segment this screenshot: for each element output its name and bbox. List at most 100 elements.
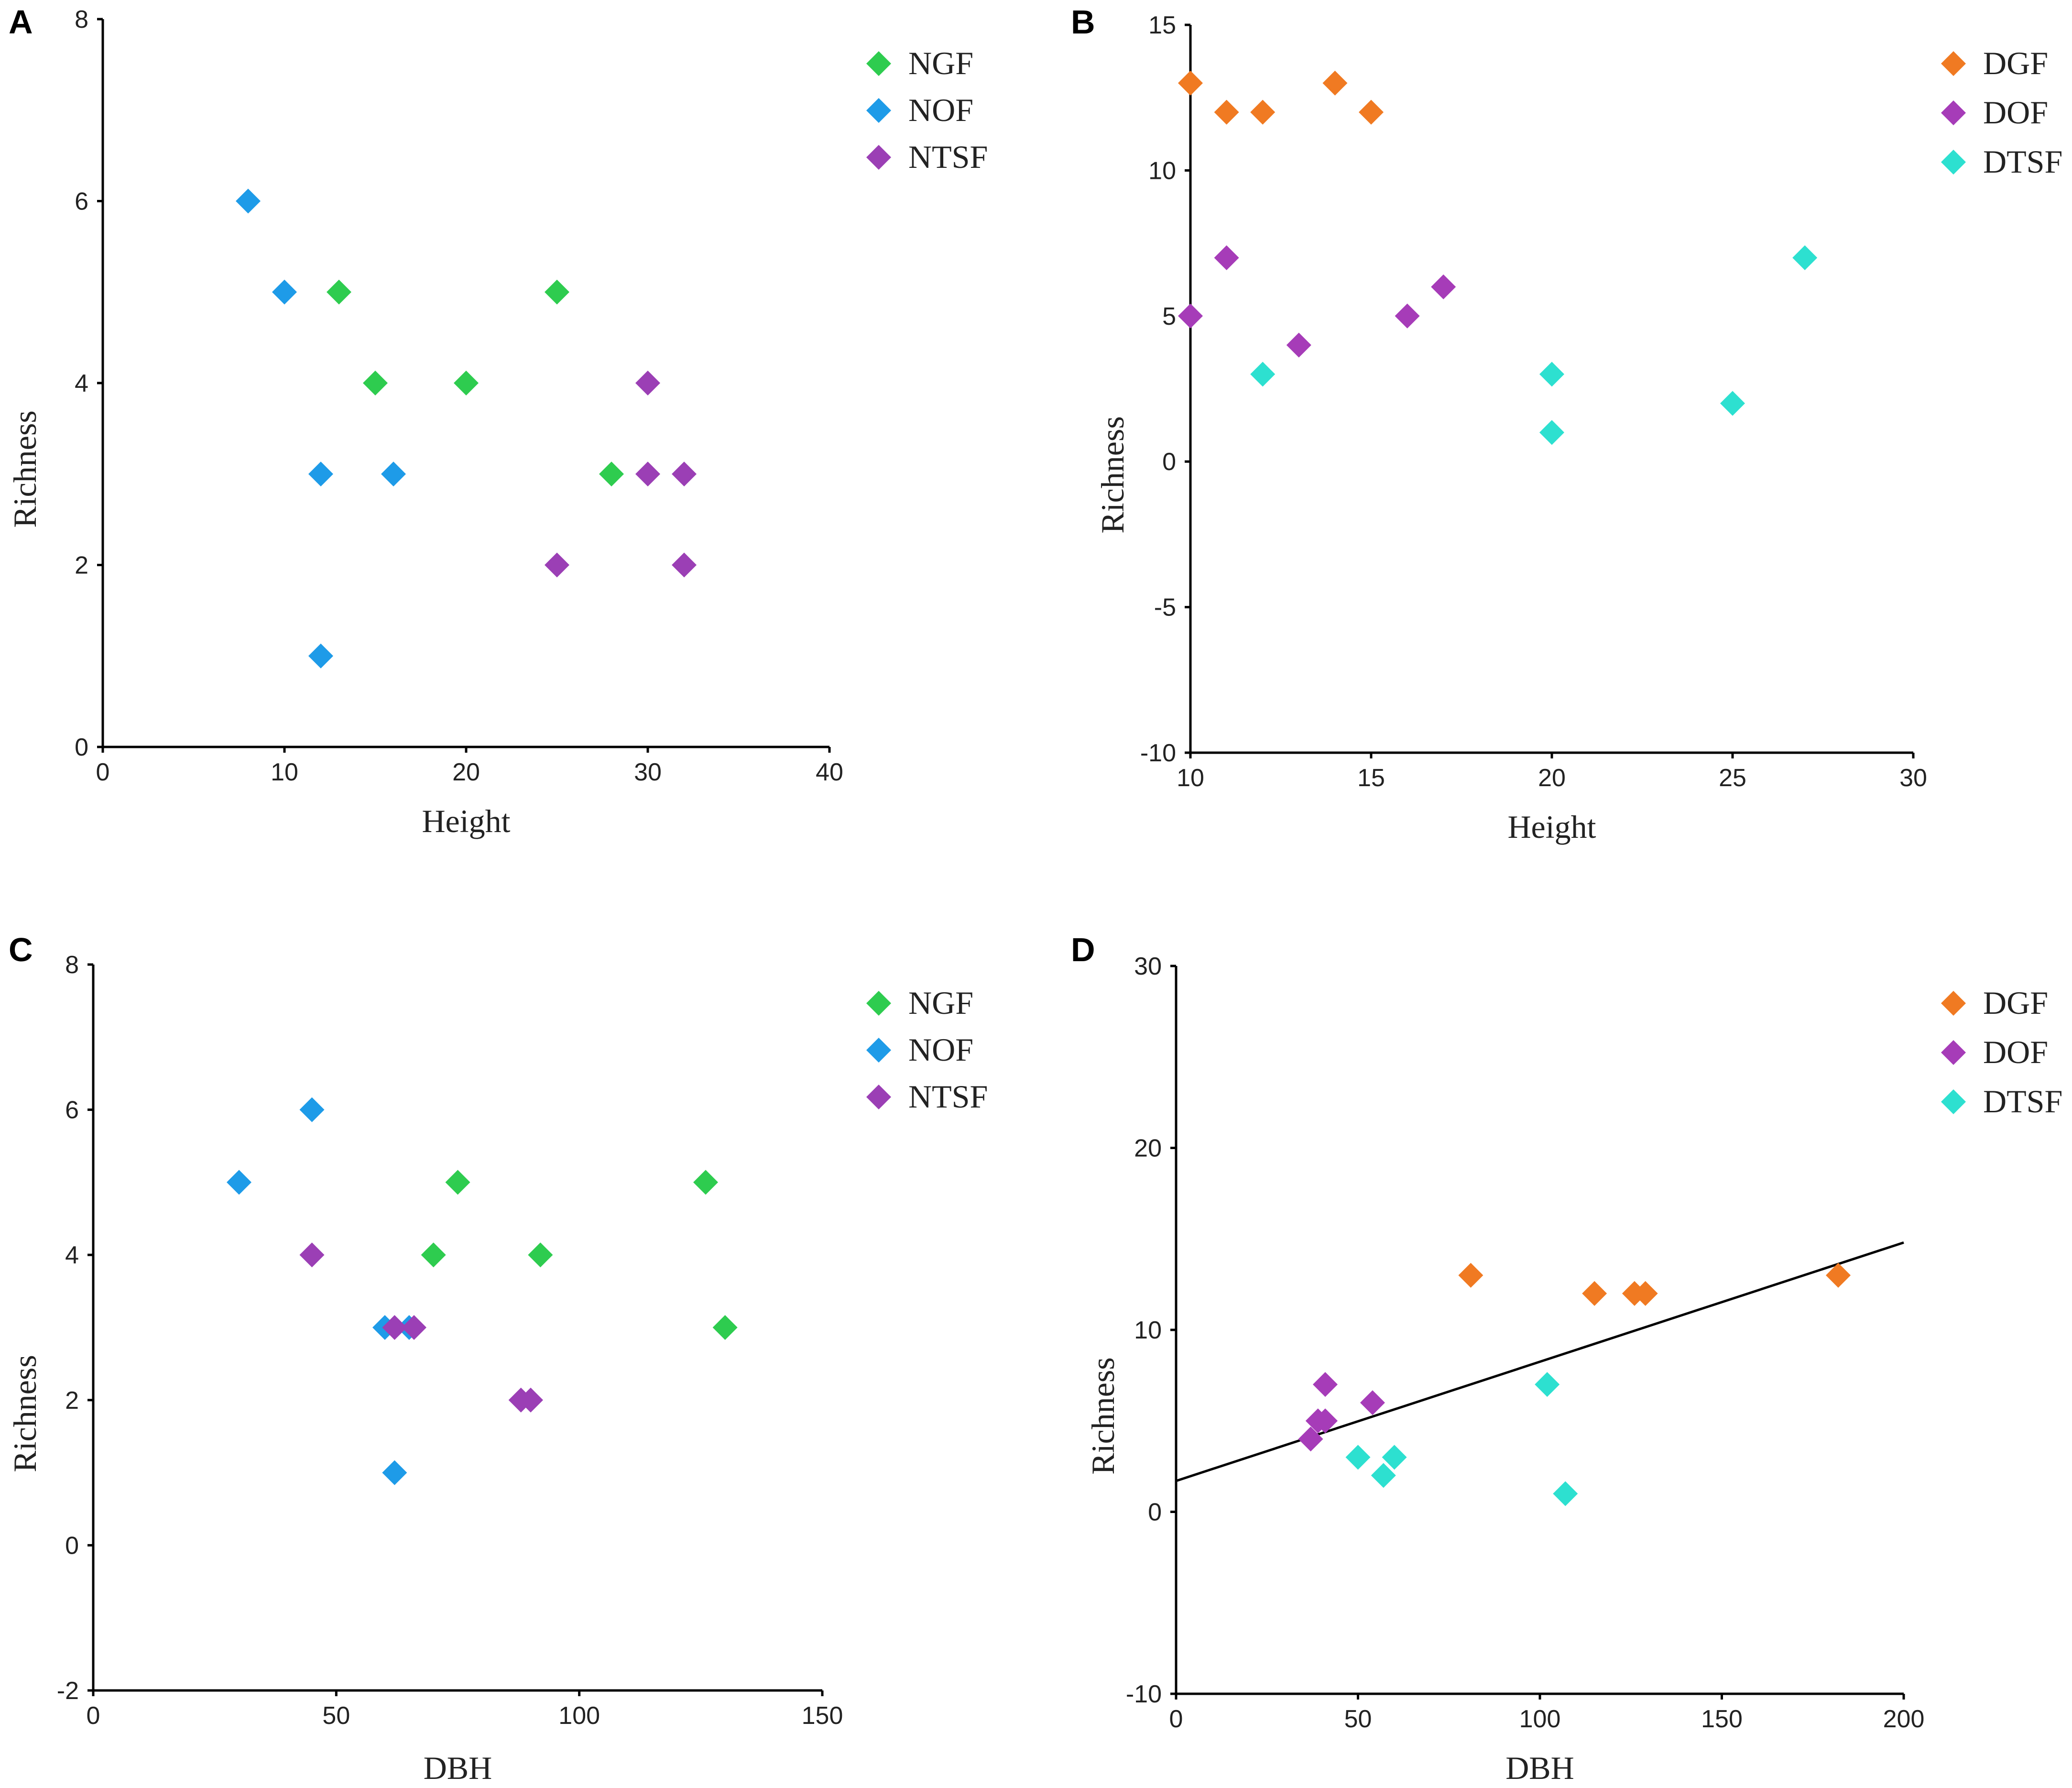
panel-a-y-tick-label: 8 [75,6,88,33]
panel-b-x-tick-label: 10 [1177,764,1204,792]
panel-d-y-tick-label: 30 [1134,953,1162,980]
panel-b-y-tick-label: -10 [1140,739,1176,767]
panel-c-point-ngf [528,1242,553,1268]
panel-b-y-tick-label: 0 [1162,448,1176,476]
panel-b-legend-label-dgf: DGF [1983,45,2048,81]
panel-a-x-tick-label: 0 [96,758,110,786]
panel-c-x-tick-label: 50 [322,1702,350,1730]
panel-c-legend-label-ngf: NGF [908,985,973,1021]
panel-a-point-ntsf [672,552,697,578]
panel-d-point-dgf [1826,1262,1851,1288]
panel-a-point-nof [381,461,406,487]
panel-c: C -2 0 2 4 6 8 0 50 100 150 DBH Richness NGF NOF NTSF [7,931,988,1786]
panel-c-y-tick-label: 2 [65,1387,79,1415]
panel-c-point-ngf [712,1315,738,1340]
panel-c-y-tick-label: 6 [65,1097,79,1124]
panel-d-x-tick-label: 200 [1883,1705,1925,1733]
panel-d-point-dtsf [1535,1372,1560,1397]
panel-c-y-tick-label: -2 [57,1677,79,1705]
panel-b-legend-label-dof: DOF [1983,94,2048,131]
panel-c-legend-label-nof: NOF [908,1031,973,1068]
panel-a-y-tick-label: 2 [75,552,88,580]
panel-b-x-tick-label: 20 [1538,764,1566,792]
panel-b: B -10 -5 0 5 10 15 10 15 20 25 30 Height Richness DGF D… [1071,3,2062,845]
panel-a-legend-label-nof: NOF [908,92,973,128]
panel-b-point-dtsf [1539,420,1564,445]
panel-d-y-title: Richness [1085,1357,1121,1475]
panel-b-point-dtsf [1250,362,1276,387]
panel-c-point-ngf [693,1170,718,1195]
panel-d-point-dgf [1633,1281,1658,1306]
panel-a-letter: A [9,3,33,41]
panel-a-x-title: Height [422,803,510,839]
panel-c-point-ngf [421,1242,446,1268]
panel-a-point-ngf [363,371,388,395]
panel-d-regression-line [1176,1241,1904,1482]
panel-c-x-tick-label: 0 [87,1702,100,1730]
panel-c-point-ntsf [402,1315,426,1340]
panel-b-point-dtsf [1720,391,1745,416]
panel-d-point-dtsf [1371,1463,1396,1488]
panel-b-point-dof [1395,303,1420,329]
panel-d-point-dtsf [1553,1481,1578,1506]
panel-d-point-dof [1298,1426,1323,1452]
panel-b-x-tick-label: 25 [1719,764,1746,792]
panel-b-y-tick-label: 10 [1148,157,1176,185]
panel-a-legend-marker-nof [866,98,891,123]
panel-d-legend-label-dgf: DGF [1983,985,2048,1021]
panel-a-point-ngf [454,371,479,395]
panel-b-y-tick-label: 15 [1148,11,1176,39]
panel-d-point-dtsf [1345,1445,1371,1470]
panel-a-y-tick-label: 0 [75,734,88,761]
panel-a-x-tick-label: 30 [634,758,662,786]
panel-b-legend-marker-dof [1941,100,1966,125]
panel-a-legend-label-ngf: NGF [908,45,973,81]
panel-d-point-dof [1360,1390,1385,1415]
panel-b-point-dof [1431,274,1456,299]
panel-b-point-dgf [1322,70,1348,96]
panel-c-x-title: DBH [424,1750,492,1786]
panel-a-x-tick-label: 10 [271,758,298,786]
panel-d-x-tick-label: 50 [1344,1705,1372,1733]
panel-c-y-tick-label: 0 [65,1532,79,1559]
panel-b-point-dgf [1214,99,1239,125]
panel-c-point-ntsf [382,1315,407,1340]
panel-a-point-nof [272,279,297,305]
panel-a-point-ntsf [672,461,697,487]
panel-c-legend-marker-nof [866,1038,891,1063]
panel-a: A 0 2 4 6 8 0 10 20 30 40 Height Richness NGF NOF NTSF [7,3,988,839]
panel-a-legend-marker-ntsf [866,145,891,170]
panel-c-x-tick-label: 100 [558,1702,600,1730]
panel-c-legend-label-ntsf: NTSF [908,1078,988,1115]
panel-d-point-dof [1313,1372,1338,1397]
panel-d-legend-label-dof: DOF [1983,1034,2048,1070]
panel-c-point-nof [299,1097,325,1122]
panel-a-point-ngf [599,461,624,487]
panel-c-point-ngf [445,1170,470,1195]
panel-c-y-tick-label: 4 [65,1241,79,1269]
panel-d-legend-marker-dof [1941,1040,1966,1065]
panel-c-y-title: Richness [7,1355,43,1472]
panel-c-point-ntsf [518,1387,543,1413]
panel-c-x-tick-label: 150 [802,1702,843,1730]
panel-b-y-title: Richness [1094,416,1131,534]
panel-b-legend-marker-dtsf [1941,150,1966,175]
panel-a-point-nof [236,188,261,214]
panel-d-point-dof [1313,1408,1338,1434]
panel-b-point-dof [1286,332,1311,358]
panel-d-legend-label-dtsf: DTSF [1983,1083,2062,1119]
panel-c-y-tick-label: 8 [65,951,79,979]
panel-a-x-tick-label: 40 [816,758,843,786]
panel-c-legend-marker-ngf [866,991,891,1016]
panel-d-x-tick-label: 0 [1169,1705,1183,1733]
panel-d-y-tick-label: 0 [1148,1499,1162,1526]
panel-b-legend-label-dtsf: DTSF [1983,143,2062,180]
panel-a-point-ntsf [545,552,569,578]
panel-b-point-dgf [1359,99,1384,125]
panel-d-y-tick-label: -10 [1126,1680,1162,1708]
panel-a-point-ntsf [635,461,660,487]
panel-b-x-tick-label: 30 [1899,764,1927,792]
panel-b-point-dof [1214,245,1239,271]
